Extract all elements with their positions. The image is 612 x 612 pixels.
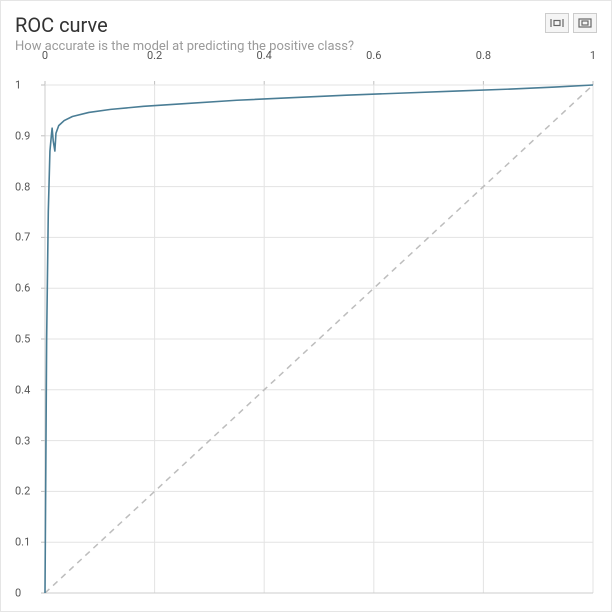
y-tick-label: 0.3 <box>15 434 30 447</box>
y-tick-label: 0.1 <box>15 536 30 549</box>
y-tick-label: 0 <box>15 587 21 600</box>
card-subtitle: How accurate is the model at predicting … <box>15 39 354 54</box>
fullscreen-button[interactable] <box>573 13 597 33</box>
y-tick-label: 0.6 <box>15 282 30 295</box>
chart-area: 00.20.40.60.8100.10.20.30.40.50.60.70.80… <box>15 65 597 597</box>
card-title: ROC curve <box>15 13 354 37</box>
y-tick-label: 0.2 <box>15 485 30 498</box>
roc-plot <box>45 85 593 593</box>
y-tick-label: 0.8 <box>15 180 30 193</box>
fit-width-button[interactable] <box>545 13 569 33</box>
x-tick-label: 0 <box>42 49 48 62</box>
chart-toolbar <box>545 13 597 33</box>
title-block: ROC curve How accurate is the model at p… <box>15 13 354 54</box>
x-tick-label: 0.4 <box>257 49 272 62</box>
y-tick-label: 0.7 <box>15 231 30 244</box>
card-header: ROC curve How accurate is the model at p… <box>15 13 597 54</box>
y-tick-label: 0.5 <box>15 333 30 346</box>
roc-card: ROC curve How accurate is the model at p… <box>0 0 612 612</box>
fit-width-icon <box>550 18 564 28</box>
x-tick-label: 0.6 <box>366 49 381 62</box>
x-tick-label: 1 <box>590 49 596 62</box>
x-tick-label: 0.2 <box>147 49 162 62</box>
y-tick-label: 0.9 <box>15 129 30 142</box>
x-tick-label: 0.8 <box>476 49 491 62</box>
y-tick-label: 0.4 <box>15 383 30 396</box>
fullscreen-icon <box>578 18 592 28</box>
y-tick-label: 1 <box>15 79 21 92</box>
